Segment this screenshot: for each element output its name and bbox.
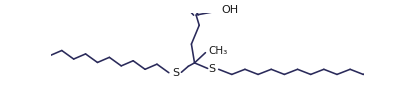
Text: CH₃: CH₃ bbox=[208, 46, 228, 56]
Text: S: S bbox=[208, 64, 215, 74]
Text: OH: OH bbox=[221, 5, 238, 15]
Text: S: S bbox=[172, 68, 179, 78]
